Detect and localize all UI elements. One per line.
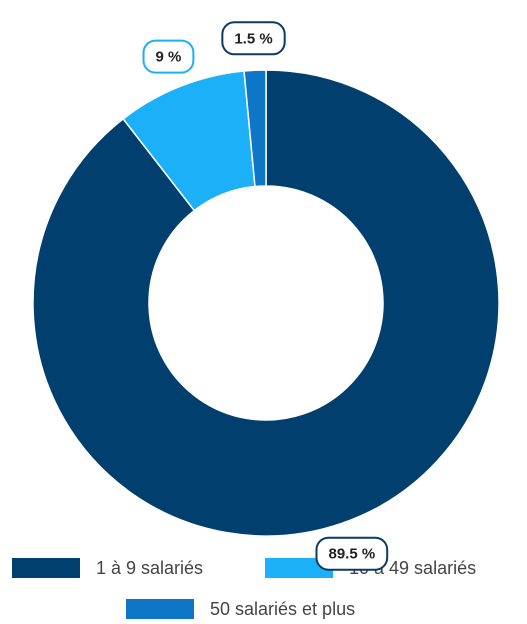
data-label: 89.5 % — [328, 546, 375, 563]
data-label: 9 % — [156, 49, 182, 66]
legend-swatch — [265, 558, 333, 578]
data-label-box — [315, 536, 389, 571]
data-label-box — [221, 21, 286, 56]
donut-slice — [243, 69, 267, 188]
data-label: 1.5 % — [234, 30, 272, 47]
legend-label: 1 à 9 salariés — [96, 558, 203, 578]
legend-swatch — [126, 599, 194, 619]
legend-swatch — [12, 558, 80, 578]
donut-slice — [32, 69, 500, 537]
legend-label: 50 salariés et plus — [210, 599, 355, 619]
data-label-box — [142, 39, 195, 74]
